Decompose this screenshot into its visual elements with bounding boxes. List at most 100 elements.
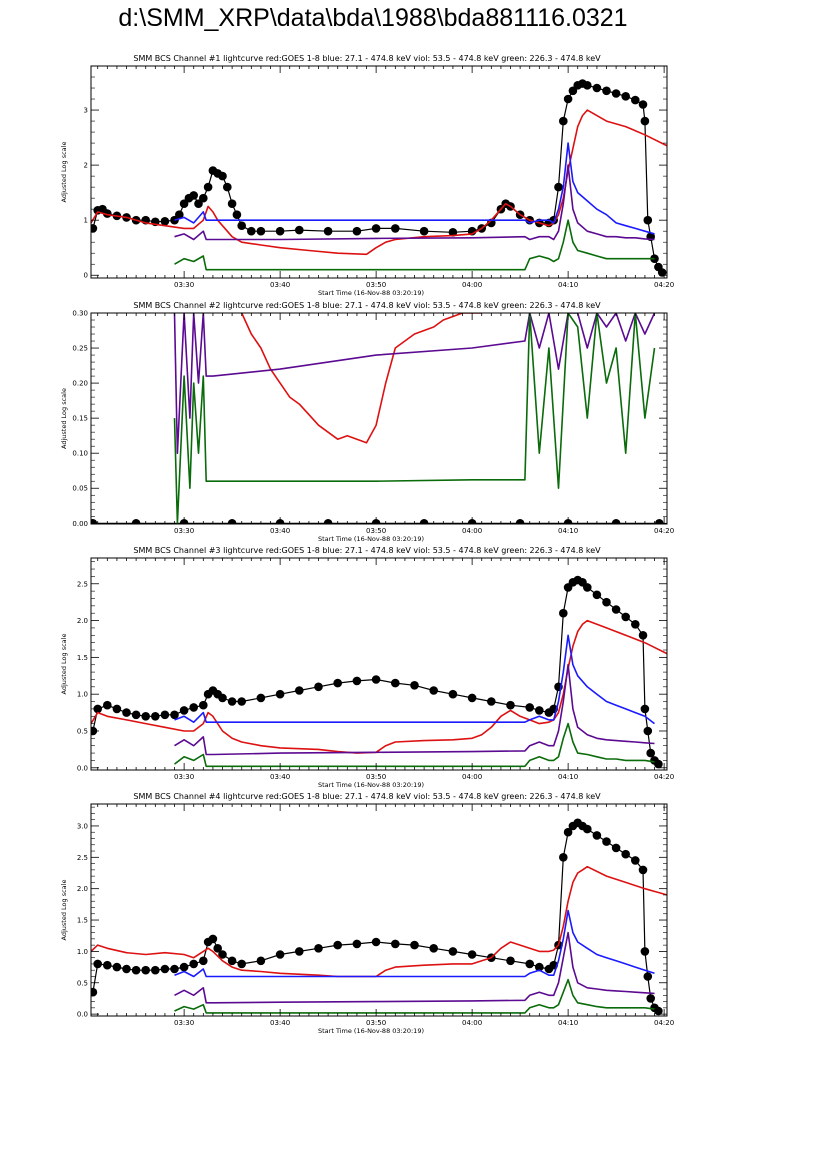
series-3 [173, 313, 656, 455]
series-line [91, 109, 667, 256]
data-point [554, 182, 563, 192]
chart-panel-2: 03:30 03:40 03:50 04:00 04:10 04:20 0.00 0.05 0.… [60, 301, 674, 543]
data-point [170, 710, 179, 720]
data-point [160, 710, 170, 720]
data-point [199, 193, 208, 203]
data-point [179, 962, 189, 972]
data-point [525, 703, 534, 712]
chart-title: SMM BCS Channel #1 lightcurve red:GOES 1… [133, 54, 601, 63]
series-3 [174, 909, 655, 978]
plot-frame [90, 557, 668, 771]
y-tick-label: 2.5 [77, 580, 88, 588]
data-point [371, 675, 381, 684]
y-tick-label: 0.0 [77, 1011, 88, 1019]
data-point [91, 224, 98, 233]
series-5 [174, 978, 655, 1014]
series-2 [91, 619, 667, 754]
y-tick-label: 0.05 [72, 485, 88, 493]
data-point [314, 944, 323, 953]
x-tick-label: 04:20 [654, 281, 674, 289]
x-tick-label: 04:20 [654, 527, 674, 535]
data-point [223, 182, 232, 192]
data-point [93, 959, 102, 969]
x-tick-label: 03:50 [366, 527, 386, 535]
data-point [640, 116, 650, 126]
data-point [295, 225, 304, 235]
data-point [621, 92, 630, 101]
data-point [602, 86, 611, 96]
series-5 [174, 722, 655, 768]
x-tick-label: 03:40 [270, 281, 290, 289]
y-axis-label: Adjusted Log scale [60, 142, 68, 203]
series-2 [91, 865, 667, 978]
y-tick-label: 0.0 [77, 764, 88, 772]
data-point [122, 964, 131, 974]
data-point [160, 964, 170, 974]
y-tick-label: 1.0 [77, 948, 88, 956]
data-point [199, 700, 208, 710]
series-line [173, 313, 656, 455]
series-4 [174, 663, 655, 756]
data-point [448, 947, 458, 956]
data-point [559, 608, 568, 618]
y-tick-label: 2.0 [77, 885, 88, 893]
data-point [563, 94, 573, 104]
data-point [419, 226, 429, 236]
y-tick-label: 1.5 [77, 654, 88, 662]
data-point [429, 944, 439, 953]
data-point [467, 693, 477, 703]
y-tick-label: 0.00 [72, 520, 88, 528]
data-point [535, 962, 544, 972]
chart-panel-1: 03:30 03:40 03:50 04:00 04:10 04:20 0 1 2 3 SMM BC… [60, 54, 674, 297]
data-point [237, 697, 246, 706]
data-point [410, 681, 419, 690]
data-point [103, 960, 112, 970]
data-point [91, 987, 98, 997]
y-axis-label: Adjusted Log scale [60, 388, 68, 449]
series-line [174, 978, 655, 1014]
y-tick-label: 0.20 [72, 380, 88, 388]
data-point [295, 947, 304, 956]
data-point [256, 956, 266, 966]
series-line [174, 164, 655, 241]
data-point [611, 89, 621, 98]
data-point [218, 950, 227, 959]
y-tick-label: 0.25 [72, 345, 88, 353]
data-point [151, 712, 160, 721]
x-tick-label: 03:30 [174, 773, 194, 781]
data-point [256, 693, 266, 703]
data-point [621, 849, 630, 859]
x-tick-label: 03:50 [366, 1019, 386, 1027]
data-point [275, 689, 285, 699]
data-point [631, 95, 640, 105]
data-point [203, 182, 213, 192]
y-tick-label: 0.30 [72, 310, 88, 318]
data-point [638, 100, 648, 109]
chart-title: SMM BCS Channel #2 lightcurve red:GOES 1… [133, 301, 601, 310]
series-line [174, 722, 655, 768]
series-line [174, 142, 655, 235]
data-point [141, 712, 150, 721]
data-point [199, 956, 208, 966]
data-point [179, 706, 189, 715]
data-point [227, 697, 237, 706]
data-point [621, 612, 630, 622]
y-tick-label: 2 [84, 162, 88, 170]
y-axis-label: Adjusted Log scale [60, 880, 68, 941]
data-point [103, 700, 112, 710]
data-point [631, 620, 640, 629]
x-tick-label: 04:00 [462, 773, 482, 781]
data-point [448, 689, 458, 699]
x-axis-label: Start Time (16-Nov-88 03:20:19) [318, 289, 424, 297]
data-point [213, 944, 222, 953]
x-tick-label: 04:00 [462, 281, 482, 289]
data-point [352, 226, 362, 236]
data-point [112, 962, 122, 972]
data-point [218, 693, 227, 703]
y-tick-label: 3 [84, 107, 88, 115]
x-tick-label: 03:50 [366, 281, 386, 289]
series-2 [91, 109, 667, 256]
data-point [643, 215, 653, 225]
x-tick-label: 03:30 [174, 1019, 194, 1027]
x-tick-label: 03:50 [366, 773, 386, 781]
